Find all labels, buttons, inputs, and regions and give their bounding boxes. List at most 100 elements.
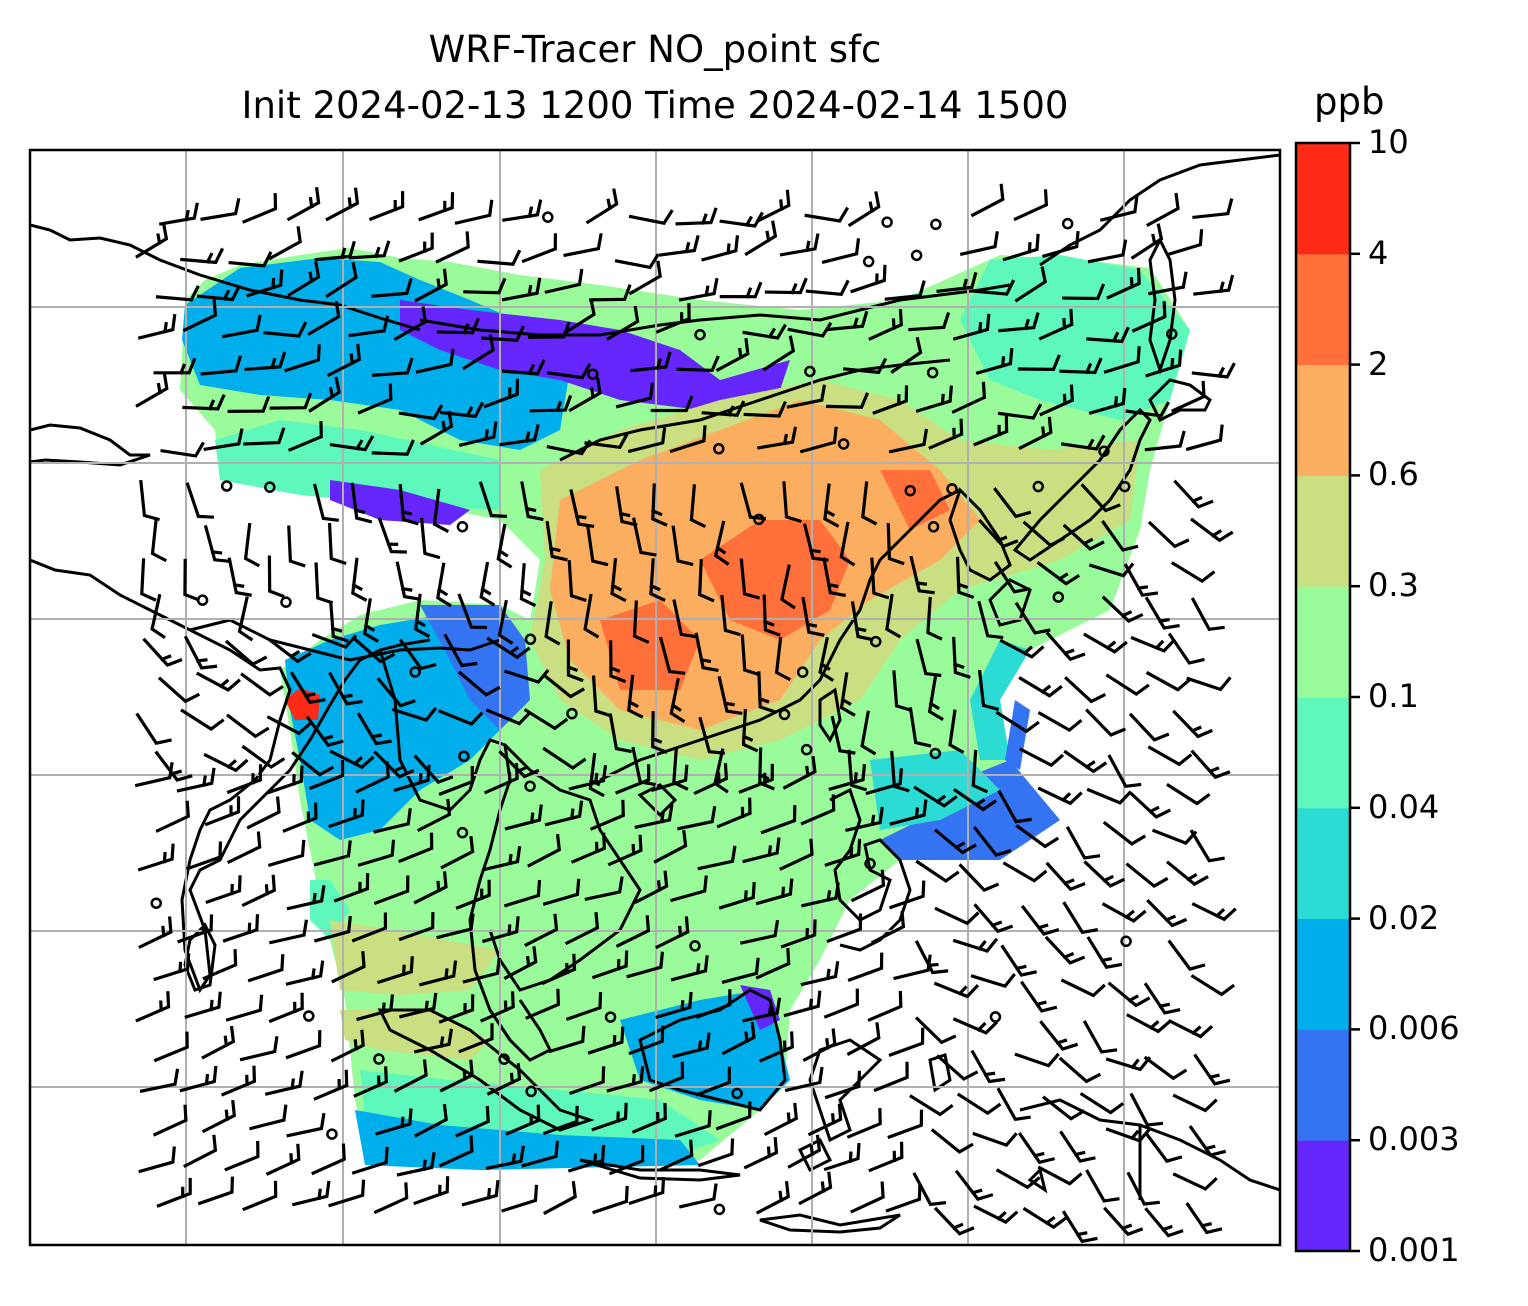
wind-barb	[1060, 978, 1106, 998]
wind-barb	[1166, 782, 1211, 806]
coast-malay	[488, 999, 553, 1062]
wind-barb	[1123, 563, 1159, 597]
calm-wind-circle	[930, 218, 942, 231]
wind-barb	[757, 426, 798, 450]
wind-barb	[1002, 861, 1048, 883]
wind-barb	[1131, 301, 1167, 333]
wind-barb	[591, 950, 629, 980]
wind-barb	[398, 483, 419, 526]
colorbar-unit: ppb	[1314, 80, 1385, 123]
wind-barb	[1105, 1056, 1152, 1072]
wind-barb	[521, 1140, 560, 1168]
wind-barb	[357, 839, 396, 867]
wind-barb	[627, 427, 667, 454]
wind-barb	[485, 708, 532, 726]
wind-barb	[800, 794, 836, 826]
wind-barb	[607, 834, 643, 867]
wind-barb	[970, 973, 1016, 989]
wind-barb	[396, 1151, 436, 1177]
wind-barb	[669, 678, 686, 724]
wind-barb	[328, 1179, 366, 1208]
wind-barb	[1014, 266, 1047, 303]
wind-barb	[311, 1143, 346, 1176]
wind-barb	[1063, 749, 1108, 774]
wind-barb	[889, 799, 928, 826]
wind-barb	[674, 1110, 712, 1138]
wind-barb	[801, 596, 825, 637]
wind-barb	[1165, 229, 1204, 257]
wind-barb	[909, 1094, 954, 1117]
wind-barb	[615, 486, 638, 527]
calm-wind-circle	[1120, 935, 1132, 948]
wind-barb	[567, 1144, 606, 1173]
field-northeast-green	[960, 255, 1190, 420]
wind-barb	[357, 383, 393, 415]
wind-barb	[180, 247, 225, 265]
wind-barb	[241, 874, 276, 908]
wind-barb	[568, 1066, 606, 1096]
wind-barb	[715, 1101, 752, 1131]
wind-barb	[615, 764, 651, 795]
wind-barb	[1083, 632, 1128, 654]
wind-barb	[542, 746, 587, 770]
wind-barb	[503, 946, 538, 980]
wind-barb	[351, 557, 368, 602]
wind-barb	[418, 192, 455, 222]
wind-barb	[267, 555, 285, 599]
wind-barb	[1087, 239, 1128, 264]
wind-barb	[138, 916, 173, 949]
wind-barb	[158, 202, 199, 226]
wind-barb	[952, 787, 997, 812]
wind-barb	[268, 226, 302, 261]
wind-barb	[439, 401, 485, 419]
wind-barb	[1037, 1165, 1083, 1186]
calm-wind-circle	[1032, 480, 1045, 493]
wind-barb	[463, 277, 507, 295]
wind-barb	[398, 832, 434, 864]
wind-barb	[348, 240, 391, 260]
colorbar-tick-label: 10	[1368, 123, 1409, 161]
wind-barb	[486, 636, 531, 660]
wind-barb	[1143, 1055, 1188, 1081]
calm-wind-circle	[303, 1010, 315, 1022]
wind-barb	[153, 953, 191, 982]
wind-barb	[1172, 1172, 1218, 1191]
wind-barb	[865, 768, 904, 796]
wind-barb	[972, 826, 1012, 857]
wind-barb	[658, 1139, 694, 1172]
wind-barb	[305, 715, 344, 748]
wind-barb	[807, 1103, 843, 1137]
wind-barb	[244, 351, 287, 372]
calm-wind-circle	[456, 826, 469, 839]
wind-barb	[843, 357, 888, 375]
wind-barb	[520, 481, 544, 522]
colorbar-segment	[1296, 1029, 1350, 1141]
wind-barb	[457, 670, 501, 697]
wind-barb	[183, 1134, 218, 1169]
wind-barb	[521, 233, 558, 264]
wind-barb	[826, 913, 863, 944]
wind-barb	[1107, 754, 1142, 789]
wind-barb	[544, 268, 584, 294]
wind-barb	[1151, 828, 1198, 845]
wind-barb	[352, 636, 396, 664]
wind-barb	[313, 915, 352, 943]
wind-barb	[413, 871, 448, 905]
wind-barb	[312, 483, 339, 522]
wind-barb	[546, 439, 592, 456]
wind-barb	[823, 483, 840, 528]
wind-barb	[927, 676, 944, 721]
wind-barb	[1129, 1092, 1164, 1127]
wind-barb	[482, 845, 522, 872]
wind-barb	[908, 311, 951, 332]
wind-barb	[226, 713, 270, 739]
colorbar-tick-label: 0.003	[1368, 1120, 1460, 1159]
wind-barb	[242, 193, 278, 224]
wind-barb	[1193, 274, 1235, 296]
coast-hokkaido	[1148, 378, 1212, 423]
wind-barb	[499, 424, 540, 447]
coast-sulawesi	[808, 1038, 883, 1143]
wind-barb	[993, 487, 1032, 519]
coast-russia-east	[1039, 153, 1280, 267]
